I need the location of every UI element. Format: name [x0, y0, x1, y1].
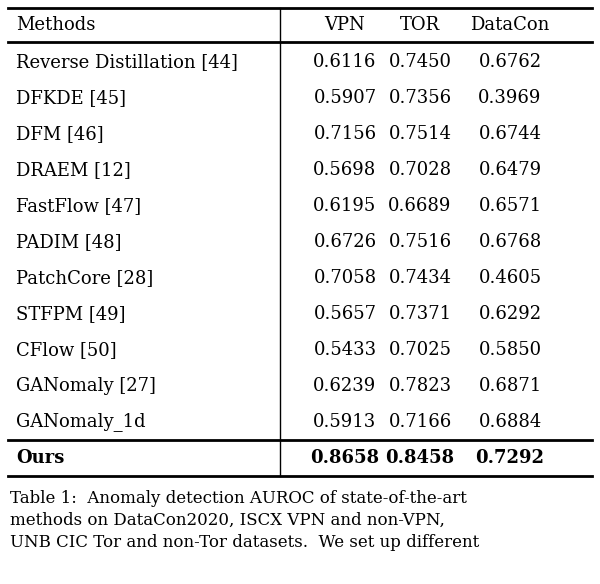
- Text: PADIM [48]: PADIM [48]: [16, 233, 121, 251]
- Text: 0.4605: 0.4605: [478, 269, 542, 287]
- Text: DFKDE [45]: DFKDE [45]: [16, 89, 126, 107]
- Text: UNB CIC Tor and non-Tor datasets.  We set up different: UNB CIC Tor and non-Tor datasets. We set…: [10, 534, 479, 551]
- Text: 0.7025: 0.7025: [389, 341, 452, 359]
- Text: 0.6689: 0.6689: [388, 197, 452, 215]
- Text: CFlow [50]: CFlow [50]: [16, 341, 116, 359]
- Text: 0.6195: 0.6195: [313, 197, 377, 215]
- Text: 0.6744: 0.6744: [479, 125, 542, 143]
- Text: 0.7166: 0.7166: [388, 413, 452, 431]
- Text: 0.7450: 0.7450: [389, 53, 452, 71]
- Text: 0.5850: 0.5850: [478, 341, 542, 359]
- Text: 0.6884: 0.6884: [478, 413, 542, 431]
- Text: 0.5657: 0.5657: [314, 305, 377, 323]
- Text: 0.6116: 0.6116: [313, 53, 377, 71]
- Text: 0.6871: 0.6871: [478, 377, 542, 395]
- Text: 0.6292: 0.6292: [478, 305, 542, 323]
- Text: 0.7514: 0.7514: [389, 125, 452, 143]
- Text: 0.7028: 0.7028: [388, 161, 452, 179]
- Text: 0.6768: 0.6768: [478, 233, 542, 251]
- Text: 0.8658: 0.8658: [310, 449, 380, 467]
- Text: 0.6726: 0.6726: [313, 233, 377, 251]
- Text: 0.7371: 0.7371: [388, 305, 452, 323]
- Text: 0.6239: 0.6239: [313, 377, 377, 395]
- Text: methods on DataCon2020, ISCX VPN and non-VPN,: methods on DataCon2020, ISCX VPN and non…: [10, 512, 445, 529]
- Text: 0.7058: 0.7058: [313, 269, 377, 287]
- Text: DFM [46]: DFM [46]: [16, 125, 104, 143]
- Text: 0.6571: 0.6571: [478, 197, 542, 215]
- Text: TOR: TOR: [400, 16, 440, 34]
- Text: FastFlow [47]: FastFlow [47]: [16, 197, 141, 215]
- Text: VPN: VPN: [325, 16, 365, 34]
- Text: DRAEM [12]: DRAEM [12]: [16, 161, 131, 179]
- Text: Table 1:  Anomaly detection AUROC of state-of-the-art: Table 1: Anomaly detection AUROC of stat…: [10, 490, 467, 507]
- Text: GANomaly [27]: GANomaly [27]: [16, 377, 156, 395]
- Text: STFPM [49]: STFPM [49]: [16, 305, 125, 323]
- Text: 0.5907: 0.5907: [313, 89, 377, 107]
- Text: 0.6762: 0.6762: [478, 53, 542, 71]
- Text: 0.8458: 0.8458: [385, 449, 455, 467]
- Text: GANomaly_1d: GANomaly_1d: [16, 412, 146, 432]
- Text: Reverse Distillation [44]: Reverse Distillation [44]: [16, 53, 238, 71]
- Text: PatchCore [28]: PatchCore [28]: [16, 269, 153, 287]
- Text: 0.7516: 0.7516: [388, 233, 452, 251]
- Text: 0.7292: 0.7292: [476, 449, 545, 467]
- Text: 0.7823: 0.7823: [388, 377, 452, 395]
- Text: 0.5433: 0.5433: [313, 341, 377, 359]
- Text: 0.5913: 0.5913: [313, 413, 377, 431]
- Text: 0.7156: 0.7156: [313, 125, 377, 143]
- Text: 0.7356: 0.7356: [388, 89, 452, 107]
- Text: 0.7434: 0.7434: [389, 269, 452, 287]
- Text: DataCon: DataCon: [470, 16, 550, 34]
- Text: Ours: Ours: [16, 449, 64, 467]
- Text: 0.3969: 0.3969: [478, 89, 542, 107]
- Text: 0.5698: 0.5698: [313, 161, 377, 179]
- Text: Methods: Methods: [16, 16, 95, 34]
- Text: 0.6479: 0.6479: [478, 161, 542, 179]
